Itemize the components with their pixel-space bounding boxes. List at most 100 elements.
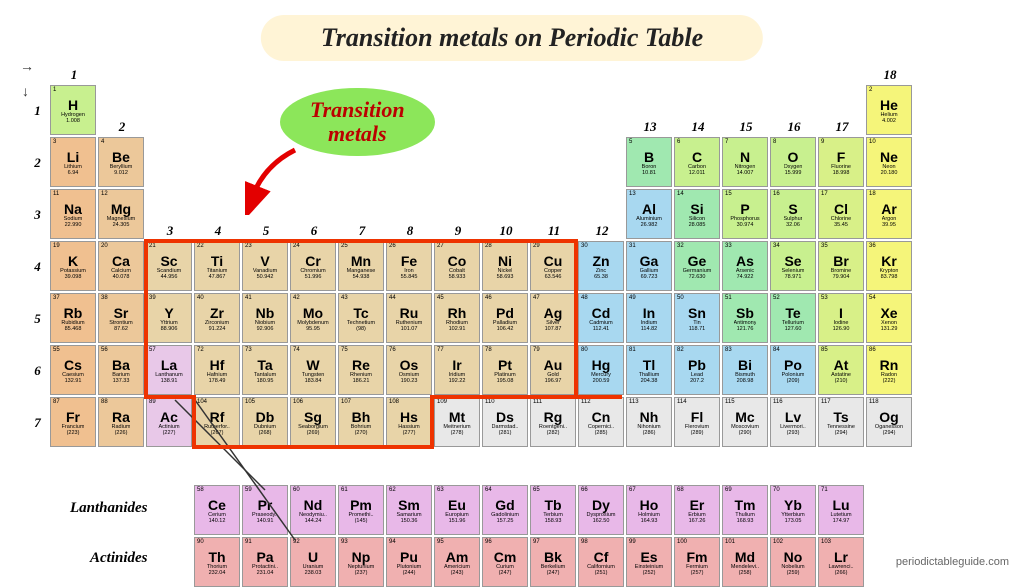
element-symbol: Sb [736,306,754,320]
element-symbol: Cu [544,254,563,268]
atomic-mass: 132.91 [65,378,82,384]
atomic-mass: 44.956 [161,274,178,280]
atomic-mass: 231.04 [257,570,274,576]
element-symbol: Xe [880,306,897,320]
element-symbol: Og [879,410,898,424]
transition-metals-callout: Transition metals [280,88,435,156]
atomic-number: 96 [485,539,492,545]
element-symbol: Nh [640,410,659,424]
atomic-mass: (247) [499,570,512,576]
element-symbol: Re [352,358,370,372]
element-Se: 34SeSelenium78.971 [770,241,816,291]
atomic-mass: (251) [595,570,608,576]
atomic-number: 32 [677,243,684,249]
element-symbol: He [880,98,898,112]
atomic-number: 14 [677,191,684,197]
element-symbol: Ar [881,202,897,216]
atomic-number: 63 [437,487,444,493]
element-Ts: 117TsTennessine(294) [818,397,864,447]
atomic-number: 53 [821,295,828,301]
atomic-mass: 40.078 [113,274,130,280]
element-symbol: Sn [688,306,706,320]
atomic-number: 73 [245,347,252,353]
element-Ni: 28NiNickel58.693 [482,241,528,291]
atomic-mass: (277) [403,430,416,436]
atomic-number: 42 [293,295,300,301]
element-Tl: 81TlThallium204.38 [626,345,672,395]
atomic-mass: 238.03 [305,570,322,576]
element-symbol: Fr [66,410,80,424]
atomic-number: 21 [149,243,156,249]
element-symbol: Ir [452,358,461,372]
element-symbol: Md [735,550,755,564]
atomic-mass: 54.938 [353,274,370,280]
element-Zn: 30ZnZinc65.38 [578,241,624,291]
element-symbol: B [644,150,654,164]
atomic-number: 37 [53,295,60,301]
series-connector-lines [170,395,300,545]
atomic-mass: 35.45 [834,222,848,228]
element-Bi: 83BiBismuth208.98 [722,345,768,395]
element-symbol: Yb [784,498,802,512]
group-label-2: 2 [98,119,146,135]
atomic-mass: (266) [835,570,848,576]
atomic-number: 95 [437,539,444,545]
element-Ne: 10NeNeon20.180 [866,137,912,187]
element-F: 9FFluorine18.998 [818,137,864,187]
element-symbol: Ru [400,306,419,320]
atomic-mass: (247) [547,570,560,576]
atomic-number: 36 [869,243,876,249]
element-Cf: 98CfCalifornium(251) [578,537,624,587]
atomic-mass: 162.50 [593,518,610,524]
atomic-number: 49 [629,295,636,301]
element-symbol: F [837,150,846,164]
atomic-number: 28 [485,243,492,249]
atomic-mass: 186.21 [353,378,370,384]
group-label-6: 6 [290,223,338,239]
atomic-number: 39 [149,295,156,301]
element-symbol: Ne [880,150,898,164]
atomic-number: 41 [245,295,252,301]
element-Tc: 43TcTechnetium(98) [338,293,384,343]
element-Cm: 96CmCurium(247) [482,537,528,587]
element-symbol: Li [67,150,79,164]
atomic-number: 117 [821,399,831,405]
element-symbol: No [784,550,803,564]
atomic-number: 99 [629,539,636,545]
atomic-mass: 164.93 [641,518,658,524]
atomic-number: 112 [581,399,591,405]
atomic-number: 64 [485,487,492,493]
atomic-number: 109 [437,399,447,405]
atomic-mass: 121.76 [737,326,754,332]
atomic-mass: 58.933 [449,274,466,280]
element-symbol: Cm [494,550,517,564]
atomic-number: 44 [389,295,396,301]
element-symbol: Dy [592,498,610,512]
element-symbol: Ds [496,410,514,424]
group-label-18: 18 [866,67,914,83]
element-symbol: Hs [400,410,418,424]
atomic-number: 4 [101,139,104,145]
element-Na: 11NaSodium22.990 [50,189,96,239]
group-label-4: 4 [194,223,242,239]
atomic-mass: 65.38 [594,274,608,280]
atomic-number: 27 [437,243,444,249]
element-Hf: 72HfHafnium178.49 [194,345,240,395]
element-symbol: Cl [834,202,848,216]
element-symbol: Mc [735,410,754,424]
element-symbol: Fe [401,254,417,268]
element-Es: 99EsEinsteinium(252) [626,537,672,587]
element-Cs: 55CsCaesium132.91 [50,345,96,395]
atomic-number: 84 [773,347,780,353]
element-symbol: Bi [738,358,752,372]
element-Y: 39YYttrium88.906 [146,293,192,343]
atomic-mass: 168.93 [737,518,754,524]
atomic-mass: 47.867 [209,274,226,280]
atomic-number: 12 [101,191,108,197]
element-symbol: Hf [210,358,225,372]
period-label-2: 2 [30,155,45,171]
atomic-mass: 101.07 [401,326,418,332]
element-Ra: 88RaRadium(226) [98,397,144,447]
atomic-mass: 74.922 [737,274,754,280]
element-Sc: 21ScScandium44.956 [146,241,192,291]
